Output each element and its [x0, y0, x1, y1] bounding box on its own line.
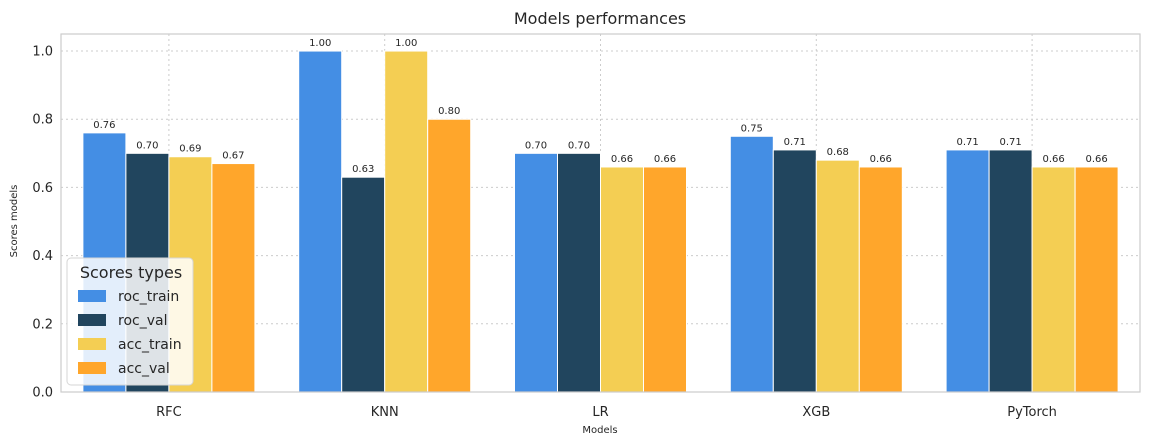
legend-label-roc_train: roc_train [118, 289, 179, 305]
legend-items: roc_train roc_val acc_train acc_val [78, 289, 182, 377]
bar-roc_val-XGB [772, 149, 817, 393]
bar-roc_val-KNN [341, 176, 386, 393]
bar-value-label: 0.66 [870, 154, 892, 165]
legend-swatch-acc_val [78, 362, 106, 374]
bar-roc_train-XGB [729, 135, 774, 393]
y-axis-label: Scores models [9, 185, 20, 258]
legend: Scores types roc_train roc_val acc_trainac… [66, 257, 194, 386]
bar-value-label: 0.71 [784, 137, 806, 148]
legend-label-roc_val: roc_val [118, 313, 167, 329]
bar-acc_train-XGB [815, 159, 860, 393]
bar-value-label: 0.76 [93, 120, 115, 131]
legend-box [66, 257, 194, 386]
bar-value-label: 0.70 [568, 140, 590, 151]
bar-roc_train-LR [514, 152, 558, 393]
bar-value-label: 0.75 [741, 123, 763, 134]
plot-frame [60, 33, 1141, 393]
bar-roc_val-PyTorch [988, 149, 1033, 393]
bar-value-label: 0.66 [1042, 154, 1064, 165]
bar-roc_train-KNN [298, 50, 343, 393]
data-labels: 0.76 1.00 0.70 0.75 0.71 0.70 0.63 0.70 0.71 0.71… [93, 38, 1107, 175]
bar-value-label: 0.70 [525, 140, 547, 151]
bar-value-label: 1.00 [309, 38, 331, 49]
x-tick-label: RFC [156, 405, 182, 420]
bar-value-label: 0.66 [654, 154, 676, 165]
y-tick-label: 0.6 [32, 181, 53, 196]
y-tick-label: 0.8 [32, 113, 53, 128]
y-tick-label: 0.2 [32, 317, 53, 332]
bar-acc_val-PyTorch [1074, 166, 1119, 393]
x-tick-label: LR [592, 405, 608, 420]
bar-acc_train-PyTorch [1031, 166, 1076, 393]
legend-label-acc_train: acc_train [118, 337, 182, 353]
x-tick-label: PyTorch [1007, 405, 1057, 420]
y-tick-label: 1.0 [32, 45, 53, 60]
bar-value-label: 0.80 [438, 106, 460, 117]
bar-value-label: 0.66 [1085, 154, 1107, 165]
bar-acc_train-KNN [384, 50, 429, 393]
x-tick-label: KNN [371, 405, 399, 420]
x-tick-label: XGB [802, 405, 830, 420]
bar-value-label: 0.70 [136, 140, 158, 151]
y-tick-label: 0.0 [32, 386, 53, 401]
bar-roc_train-PyTorch [945, 149, 990, 393]
bar-value-label: 0.71 [999, 137, 1021, 148]
bar-value-label: 0.66 [611, 154, 633, 165]
bar-acc_val-LR [643, 166, 687, 393]
y-tick-label: 0.4 [32, 249, 53, 264]
bar-acc_val-RFC [211, 163, 256, 393]
bar-value-label: 1.00 [395, 38, 417, 49]
bar-value-label: 0.68 [827, 147, 849, 158]
bar-acc_val-XGB [858, 166, 903, 393]
axes: 0.0 0.2 0.4 0.6 0.8 1.0 RFC KNN LR XGB PyTorch [32, 33, 1141, 420]
bars [82, 50, 1119, 393]
bar-acc_train-LR [600, 166, 644, 393]
legend-swatch-acc_train [78, 338, 106, 350]
bar-acc_val-KNN [427, 118, 472, 393]
legend-title: Scores types [80, 263, 182, 282]
x-axis-label: Models [582, 425, 617, 436]
legend-swatch-roc_val [78, 314, 106, 326]
legend-swatch-roc_train [78, 290, 106, 302]
bar-value-label: 0.69 [179, 144, 201, 155]
bar-value-label: 0.71 [956, 137, 978, 148]
bar-value-label: 0.63 [352, 164, 374, 175]
bar-roc_val-LR [557, 152, 601, 393]
legend-label-acc_val: acc_val [118, 361, 170, 377]
bar-value-label: 0.67 [222, 151, 244, 162]
chart-title: Models performances [514, 9, 686, 28]
